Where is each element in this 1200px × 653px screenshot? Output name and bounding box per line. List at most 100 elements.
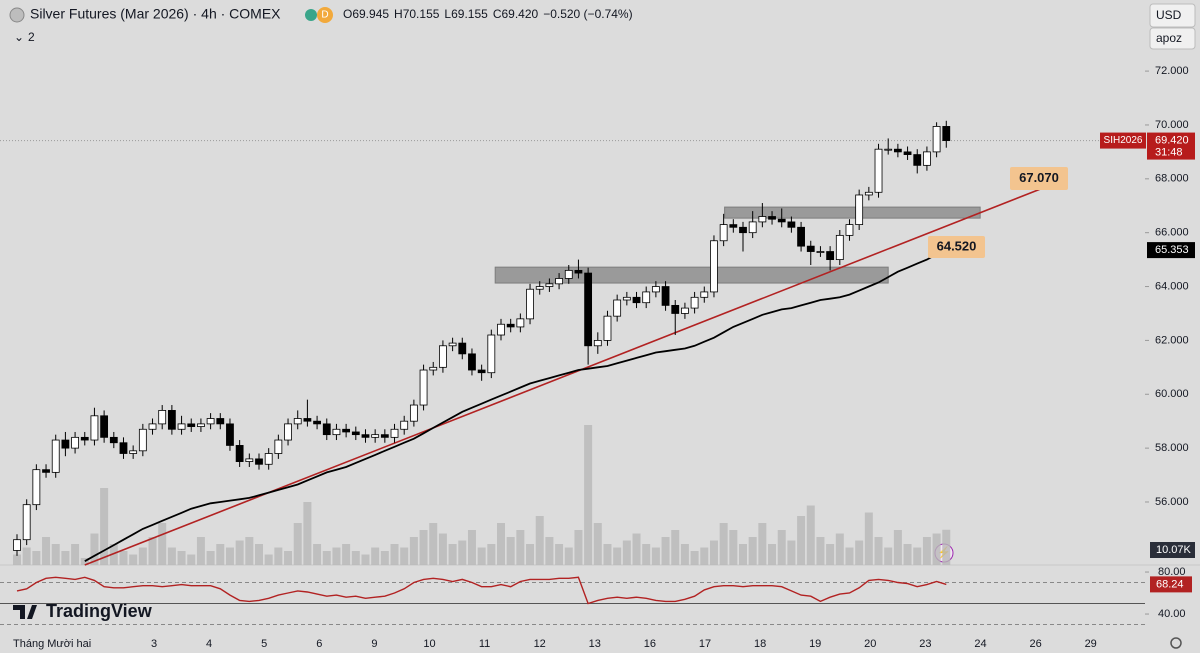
volume-bar	[564, 547, 573, 565]
volume-bar	[90, 533, 99, 565]
candle-body	[342, 428, 351, 433]
candle-body	[109, 436, 118, 444]
candle-body	[748, 221, 757, 234]
candle-body	[690, 296, 699, 309]
collapse-arrow[interactable]: ⌄	[14, 30, 24, 44]
volume-bar	[274, 547, 283, 565]
logo-mark	[13, 605, 37, 619]
indicator-count[interactable]: 2	[28, 30, 35, 44]
currency-button[interactable]	[1149, 3, 1196, 28]
y-tick-label: 68.000	[1155, 173, 1189, 185]
symbol-tag: SIH2026	[1104, 135, 1143, 146]
candle-body	[42, 469, 50, 473]
volume-bar	[516, 530, 525, 565]
candle-body	[458, 342, 467, 355]
volume-bar	[409, 537, 418, 565]
candle-body	[574, 269, 583, 274]
volume-bar	[642, 544, 651, 565]
candle-body	[729, 224, 738, 228]
candle-body	[264, 453, 273, 465]
volume-bar	[71, 544, 80, 565]
price-tag: 69.420	[1155, 134, 1189, 146]
volume-bar	[816, 537, 825, 565]
volume-bar	[245, 537, 254, 565]
candle-body	[893, 148, 902, 153]
volume-bar	[748, 537, 757, 565]
x-tick-label: 13	[589, 638, 601, 650]
candle-body	[913, 154, 922, 166]
candle-body	[632, 296, 641, 304]
volume-bar	[448, 544, 457, 565]
candle-body	[206, 418, 215, 425]
y-tick-label: 72.000	[1155, 65, 1189, 77]
volume-bar	[545, 537, 554, 565]
x-tick-label: 10	[423, 638, 435, 650]
candle-body	[322, 423, 331, 436]
candle-body	[864, 191, 873, 196]
volume-bar	[700, 547, 709, 565]
logo: TradingView	[13, 601, 153, 621]
x-tick-label: 23	[919, 638, 931, 650]
annotation: 64.520	[937, 238, 977, 253]
volume-bar	[313, 544, 322, 565]
volume-bar	[380, 551, 389, 565]
volume-bar	[690, 551, 699, 565]
candle-body	[555, 278, 563, 285]
volume-bar	[216, 544, 225, 565]
volume-bar	[661, 537, 670, 565]
volume-bar	[109, 544, 118, 565]
volume-tag-bg	[1150, 542, 1195, 558]
scale-button[interactable]	[1149, 27, 1196, 50]
volume-bar	[555, 544, 564, 565]
volume-bar	[129, 554, 138, 565]
candle-body	[468, 353, 476, 371]
volume-bar	[797, 516, 806, 565]
currency[interactable]: USD	[1156, 8, 1182, 22]
volume-bar	[264, 554, 273, 565]
candle-body	[177, 423, 186, 430]
x-tick-label: 16	[644, 638, 656, 650]
volume-bar	[235, 540, 244, 565]
x-tick-label: 5	[261, 638, 267, 650]
volume-bar	[835, 533, 844, 565]
candle-body	[497, 323, 505, 336]
ohlc-value: −0.520 (−0.74%)	[543, 7, 632, 21]
x-tick-label: 19	[809, 638, 821, 650]
volume-bar	[806, 505, 815, 565]
x-tick-label: 11	[479, 638, 490, 650]
volume-bar	[293, 523, 302, 565]
rsi-tick-label: 80.00	[1158, 566, 1186, 578]
x-tick-label: 3	[151, 638, 157, 650]
trendline	[84, 187, 1044, 566]
candle-body	[380, 434, 389, 438]
scale-mode[interactable]: apoz	[1156, 31, 1182, 45]
candle-body	[361, 434, 370, 438]
candle-body	[777, 218, 786, 223]
candle-body	[806, 245, 815, 252]
candle-body	[816, 251, 825, 253]
volume-bar	[526, 544, 535, 565]
candle-body	[613, 299, 622, 317]
volume-bar	[739, 544, 747, 565]
settings-icon[interactable]	[1170, 637, 1182, 649]
candle-body	[700, 291, 709, 298]
candle-body	[439, 345, 447, 368]
x-tick-label: 20	[864, 638, 876, 650]
volume-bar	[400, 547, 409, 565]
ohlc-value: C69.420	[493, 7, 539, 21]
y-tick-label: 62.000	[1155, 334, 1189, 346]
x-tick-label: 6	[316, 638, 322, 650]
candle-body	[516, 318, 525, 328]
volume-bar	[322, 551, 331, 565]
candle-body	[390, 428, 399, 438]
candle-body	[448, 342, 457, 347]
candle-body	[768, 216, 776, 220]
candle-body	[787, 221, 796, 228]
logo-text: TradingView	[46, 601, 153, 621]
badge: D	[321, 10, 328, 21]
candle-body	[429, 366, 438, 371]
volume-bar	[535, 516, 544, 565]
x-tick-label: 29	[1085, 638, 1097, 650]
volume-bar	[709, 540, 718, 565]
